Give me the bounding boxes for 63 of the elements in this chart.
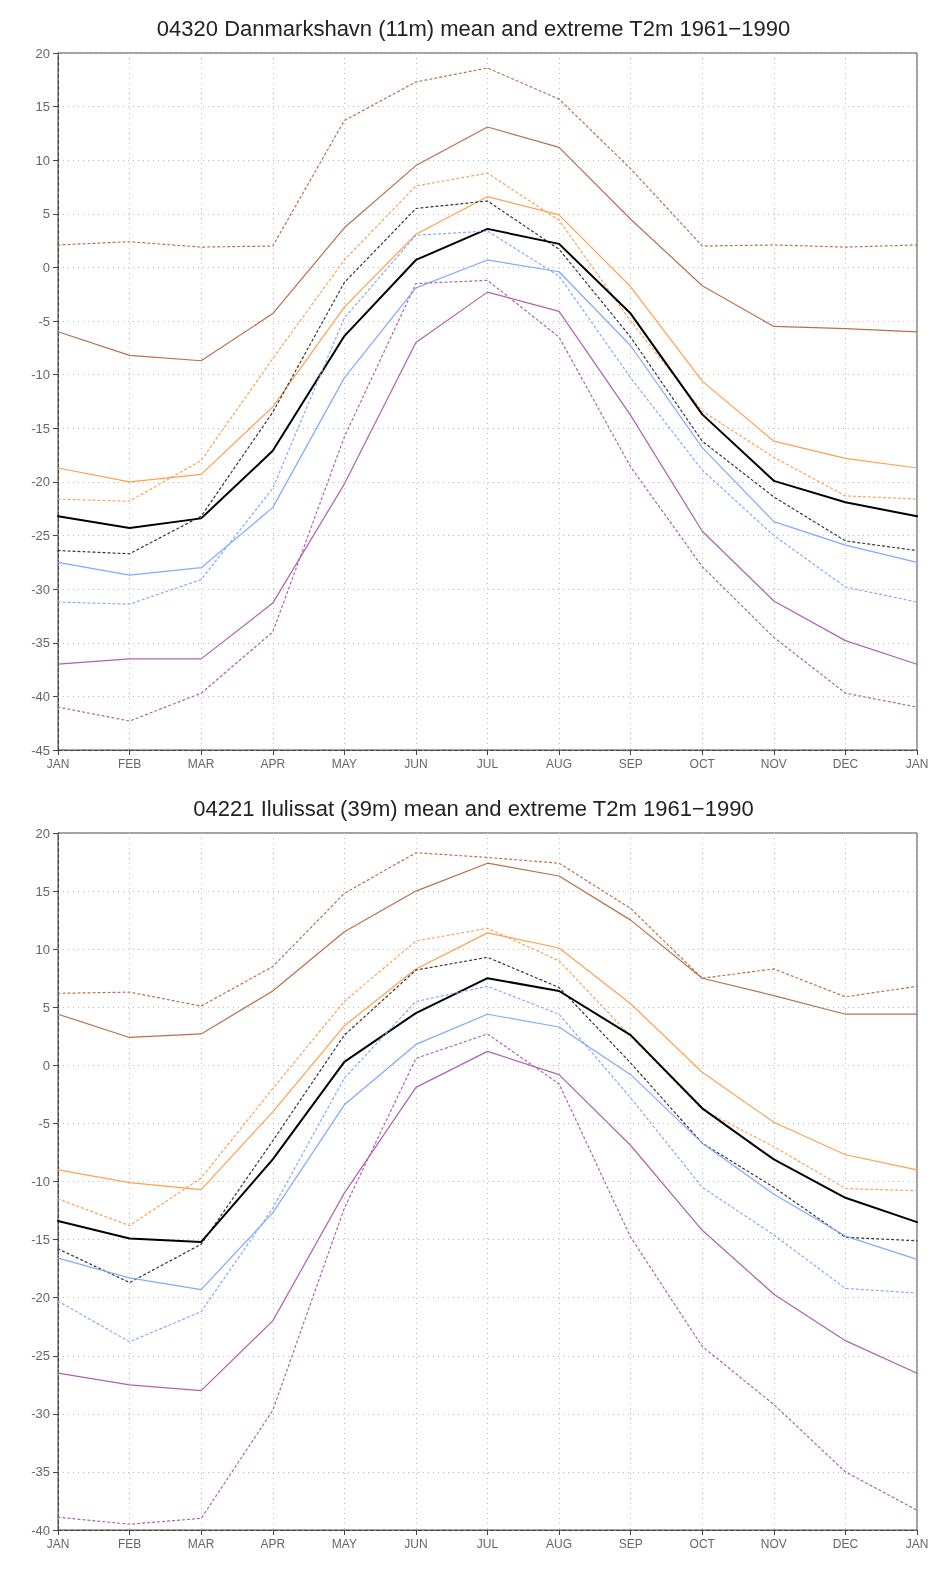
y-tick-label: 5 <box>42 999 50 1015</box>
x-tick-label: JUN <box>404 757 428 771</box>
y-tick-label: -30 <box>31 581 50 597</box>
y-tick-label: -5 <box>38 313 50 329</box>
x-tick-label: MAY <box>331 1537 357 1551</box>
x-tick-label: MAR <box>187 757 215 771</box>
x-tick-label: JUL <box>476 757 499 771</box>
chart-title: 04221 Ilulissat (39m) mean and extreme T2m 1961−1990 <box>193 795 754 821</box>
y-tick-label: 10 <box>35 941 50 957</box>
chart-title: 04320 Danmarkshavn (11m) mean and extreme T2m 1961−1990 <box>156 15 791 41</box>
y-tick-label: -10 <box>31 367 50 383</box>
line-series <box>57 985 918 1343</box>
line-series <box>57 956 918 1284</box>
line-series <box>57 126 918 362</box>
y-tick-label: -15 <box>31 1232 50 1248</box>
y-tick-label: -25 <box>31 528 50 544</box>
x-tick-label: FEB <box>117 757 142 771</box>
x-tick-label: JUL <box>476 1537 499 1551</box>
line-series <box>57 67 918 248</box>
line-series <box>57 977 918 1243</box>
x-tick-label: NOV <box>760 1537 787 1551</box>
x-tick-label: JAN <box>905 757 929 771</box>
y-tick-label: 0 <box>42 1057 50 1073</box>
x-tick-label: OCT <box>689 757 716 771</box>
x-tick-label: DEC <box>832 1537 859 1551</box>
x-tick-label: JUN <box>404 1537 428 1551</box>
y-tick-label: -20 <box>31 1290 50 1306</box>
y-tick-label: 20 <box>35 45 50 61</box>
line-series <box>57 230 918 605</box>
y-tick-label: -15 <box>31 420 50 436</box>
x-tick-label: JAN <box>46 1537 70 1551</box>
y-tick-label: 5 <box>42 206 50 222</box>
x-tick-label: SEP <box>618 757 643 771</box>
y-tick-label: 0 <box>42 259 50 275</box>
y-tick-label: -10 <box>31 1174 50 1189</box>
x-tick-label: OCT <box>689 1537 716 1551</box>
line-series <box>57 1033 918 1525</box>
y-tick-label: 10 <box>35 152 50 168</box>
y-tick-label: -5 <box>38 1115 50 1131</box>
y-tick-label: -45 <box>31 742 50 758</box>
y-tick-label: 15 <box>35 883 50 899</box>
x-tick-label: FEB <box>117 1537 142 1551</box>
x-tick-label: DEC <box>832 757 859 771</box>
y-tick-label: 20 <box>35 825 50 841</box>
y-tick-label: -35 <box>31 1464 50 1480</box>
y-tick-label: -25 <box>31 1348 50 1364</box>
y-tick-label: 15 <box>35 99 50 115</box>
x-tick-label: APR <box>260 1537 286 1551</box>
y-tick-label: -35 <box>31 635 50 651</box>
x-tick-label: JAN <box>905 1537 929 1551</box>
y-tick-label: -30 <box>31 1406 50 1422</box>
x-tick-label: AUG <box>546 1537 573 1551</box>
y-tick-label: -40 <box>31 688 50 704</box>
x-tick-label: JAN <box>46 757 70 771</box>
y-tick-label: -20 <box>31 474 50 490</box>
x-tick-label: AUG <box>546 757 573 771</box>
x-tick-label: SEP <box>618 1537 643 1551</box>
x-tick-label: MAR <box>187 1537 215 1551</box>
x-tick-label: NOV <box>760 757 787 771</box>
line-series <box>57 279 918 722</box>
x-tick-label: APR <box>260 757 286 771</box>
y-tick-label: -40 <box>31 1522 50 1538</box>
x-tick-label: MAY <box>331 757 357 771</box>
